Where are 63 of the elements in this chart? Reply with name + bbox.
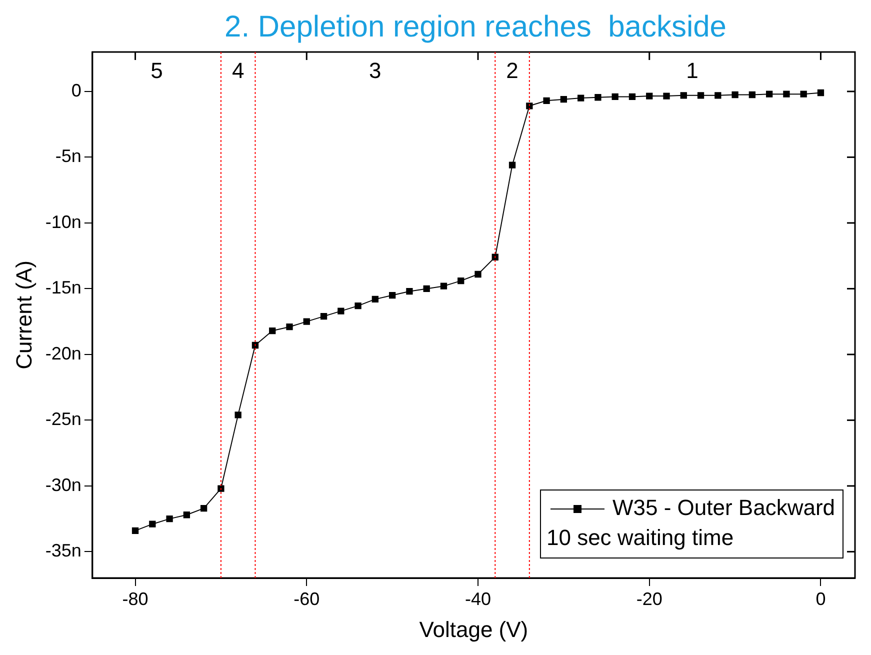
x-axis-title: Voltage (V) [419, 616, 528, 642]
x-tick-label: -80 [122, 588, 148, 609]
point [338, 308, 344, 314]
point [149, 520, 156, 528]
point [680, 92, 687, 99]
x-tick-label: 0 [816, 588, 826, 609]
point [508, 162, 516, 168]
point [543, 97, 550, 104]
point [303, 318, 310, 325]
point [269, 327, 276, 334]
x-tick-label: -20 [636, 588, 662, 609]
point [200, 504, 208, 512]
chart-title: 2. Depletion region reaches backside [224, 10, 726, 44]
y-tick-label: -10n [45, 212, 82, 232]
y-tick-label: -25n [45, 409, 82, 430]
y-axis-title: Current (A) [11, 260, 36, 370]
point [218, 485, 224, 492]
point [132, 527, 139, 534]
annotation: 3 [369, 58, 382, 84]
point [320, 312, 328, 320]
point [440, 282, 448, 290]
point [594, 94, 602, 101]
point [406, 288, 413, 295]
y-tick-label: 0 [71, 80, 82, 100]
point [732, 91, 738, 98]
point [560, 96, 568, 103]
x-tick-label: -40 [464, 588, 492, 609]
annotation: 4 [232, 58, 244, 84]
legend-label: W35 - Outer Backward [612, 495, 835, 520]
y-tick-label: -5n [55, 146, 82, 166]
point [492, 254, 498, 260]
point [697, 92, 704, 99]
point [646, 92, 653, 100]
point [234, 412, 242, 418]
point [166, 515, 173, 522]
annotation: 2 [506, 58, 518, 84]
point [714, 92, 722, 99]
point [783, 90, 790, 98]
point [474, 270, 482, 278]
point [458, 277, 464, 284]
point [577, 94, 584, 102]
point [612, 93, 618, 100]
point [817, 89, 824, 96]
y-tick-label: -15n [45, 278, 82, 298]
y-tick-label: -20n [45, 343, 82, 364]
point [372, 296, 379, 303]
point [423, 285, 430, 292]
x-tick-label: -60 [294, 588, 320, 609]
annotation: 1 [686, 58, 698, 84]
point [628, 93, 636, 100]
point [354, 302, 362, 310]
point [800, 90, 807, 98]
y-tick-label: -30n [45, 474, 82, 495]
point [766, 90, 773, 98]
point [183, 512, 190, 518]
point [286, 324, 293, 330]
point [748, 91, 756, 98]
point [663, 92, 670, 100]
legend-title: 10 sec waiting time [546, 525, 734, 550]
y-tick-label: -35n [45, 540, 82, 561]
point [526, 102, 533, 110]
annotation: 5 [150, 58, 163, 84]
point [388, 292, 396, 299]
